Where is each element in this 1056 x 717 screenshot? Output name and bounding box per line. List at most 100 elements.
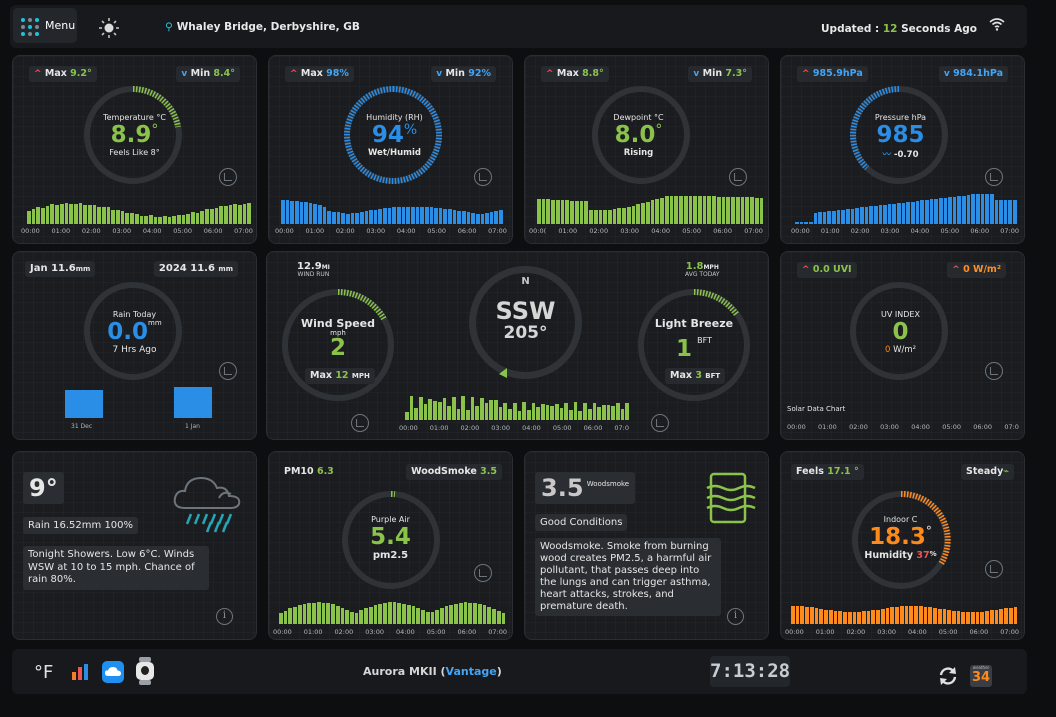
dewpoint-readout: Dewpoint °C 8.0° Rising bbox=[525, 113, 760, 158]
indoor-steady-label: Steady bbox=[966, 466, 1004, 477]
spark-bar bbox=[920, 200, 924, 224]
spark-bar bbox=[569, 409, 573, 420]
location-label[interactable]: ⚲ Whaley Bridge, Derbyshire, GB bbox=[165, 21, 360, 33]
spark-bar bbox=[482, 605, 487, 624]
spark-bar bbox=[475, 406, 479, 420]
spark-bar bbox=[824, 609, 828, 624]
info-icon[interactable]: i bbox=[216, 608, 233, 625]
spark-bar bbox=[522, 402, 526, 420]
axis-tick-label: 03:00 bbox=[880, 423, 899, 431]
refresh-icon[interactable] bbox=[937, 665, 959, 687]
chart-icon[interactable] bbox=[219, 362, 237, 380]
indoor-value: 18.3 bbox=[869, 524, 926, 550]
sun-icon[interactable] bbox=[98, 17, 120, 39]
spark-bar bbox=[615, 403, 620, 420]
spark-bar bbox=[985, 611, 989, 624]
indoor-gauge bbox=[852, 490, 951, 589]
spark-bar bbox=[473, 603, 477, 624]
calendar-icon[interactable]: weather 34 bbox=[970, 665, 992, 687]
spark-bar bbox=[598, 209, 603, 224]
pressure-min-pill: v 984.1hPa bbox=[938, 66, 1008, 82]
spark-bar bbox=[288, 608, 293, 624]
station-link[interactable]: Vantage bbox=[445, 665, 497, 678]
chart-icon[interactable] bbox=[729, 168, 747, 186]
spark-bar bbox=[83, 204, 87, 224]
wind-max-label: Max bbox=[310, 370, 332, 381]
spark-bar bbox=[620, 408, 625, 420]
spark-bar bbox=[650, 200, 655, 224]
woodsmoke-pill: WoodSmoke 3.5 bbox=[406, 464, 502, 480]
spark-bar bbox=[449, 604, 454, 624]
uv-card: ^ 0.0 UVI ^ 0 W/m² UV INDEX 0 0 W/m² Sol… bbox=[780, 251, 1025, 440]
spark-bar bbox=[878, 205, 883, 224]
info-icon[interactable]: i bbox=[727, 608, 744, 625]
spark-bar bbox=[354, 612, 359, 624]
updated-suffix: Seconds Ago bbox=[897, 23, 977, 35]
chart-icon[interactable] bbox=[651, 414, 669, 432]
humidity-readout: Humidity (RH) 94% Wet/Humid bbox=[273, 113, 512, 158]
temp-min-value: 8.4° bbox=[213, 68, 235, 79]
woodsmoke-label-small: Woodsmoke bbox=[586, 480, 630, 488]
spark-bar bbox=[392, 207, 397, 224]
spark-bar bbox=[50, 204, 55, 224]
spark-bar bbox=[876, 609, 880, 624]
spark-bar bbox=[451, 396, 456, 420]
bar-chart-icon[interactable] bbox=[70, 662, 90, 682]
spark-bar bbox=[508, 408, 512, 420]
spark-bar bbox=[526, 409, 531, 420]
axis-tick-label: 02:00 bbox=[589, 227, 609, 235]
spark-bar bbox=[697, 196, 702, 224]
spark-bar bbox=[892, 203, 897, 224]
chart-icon[interactable] bbox=[985, 168, 1003, 186]
spark-bar bbox=[106, 207, 111, 224]
spark-bar bbox=[745, 197, 750, 224]
spark-bar bbox=[31, 208, 36, 224]
spark-bar bbox=[321, 602, 326, 624]
spark-bar bbox=[318, 205, 322, 224]
spark-bar bbox=[847, 611, 852, 624]
spark-bar bbox=[890, 607, 895, 624]
rain-year-unit: mm bbox=[218, 265, 233, 273]
spark-bar bbox=[726, 196, 731, 224]
temperature-readout: Temperature °C 8.9° Feels Like 8° bbox=[13, 113, 256, 157]
spark-bar bbox=[712, 196, 716, 224]
spark-bar bbox=[458, 602, 463, 624]
chart-icon[interactable] bbox=[351, 414, 369, 432]
unit-toggle-button[interactable]: °F bbox=[34, 662, 54, 683]
spark-bar bbox=[546, 199, 551, 224]
chart-icon[interactable] bbox=[985, 560, 1003, 578]
spark-bar bbox=[906, 202, 911, 224]
cloud-app-icon[interactable] bbox=[102, 661, 124, 683]
spark-bar bbox=[517, 411, 522, 420]
spark-bar bbox=[475, 213, 480, 224]
spark-bar bbox=[791, 606, 795, 624]
wifi-icon bbox=[989, 18, 1005, 31]
wind-avg-label: AVG TODAY bbox=[685, 271, 720, 278]
wind-speed-title: Wind Speed bbox=[300, 317, 376, 330]
solar-sub-unit: W/m² bbox=[890, 345, 917, 355]
spark-bar bbox=[574, 200, 579, 224]
spark-bar bbox=[416, 608, 421, 624]
chart-icon[interactable] bbox=[474, 168, 492, 186]
spark-bar bbox=[664, 196, 669, 224]
spark-bar bbox=[78, 202, 83, 224]
axis-tick-label: 04:00 bbox=[911, 423, 930, 431]
chart-icon[interactable] bbox=[985, 362, 1003, 380]
chart-icon[interactable] bbox=[474, 564, 492, 582]
spark-bar bbox=[41, 207, 45, 224]
spark-bar bbox=[148, 215, 153, 224]
spark-bar bbox=[833, 610, 838, 624]
menu-button[interactable]: Menu bbox=[13, 8, 77, 43]
spark-bar bbox=[364, 608, 368, 624]
spark-bar bbox=[897, 203, 901, 224]
dewpoint-unit: ° bbox=[655, 122, 663, 138]
chart-icon[interactable] bbox=[219, 168, 237, 186]
spark-bar bbox=[442, 398, 447, 420]
watch-icon[interactable] bbox=[136, 657, 154, 685]
woodsmoke-value: 3.5 bbox=[480, 466, 497, 477]
spark-bar bbox=[836, 210, 841, 224]
location-text: Whaley Bridge, Derbyshire, GB bbox=[176, 21, 360, 33]
calendar-month: weather bbox=[972, 665, 990, 670]
spark-bar bbox=[895, 606, 899, 624]
spark-bar bbox=[961, 611, 966, 624]
